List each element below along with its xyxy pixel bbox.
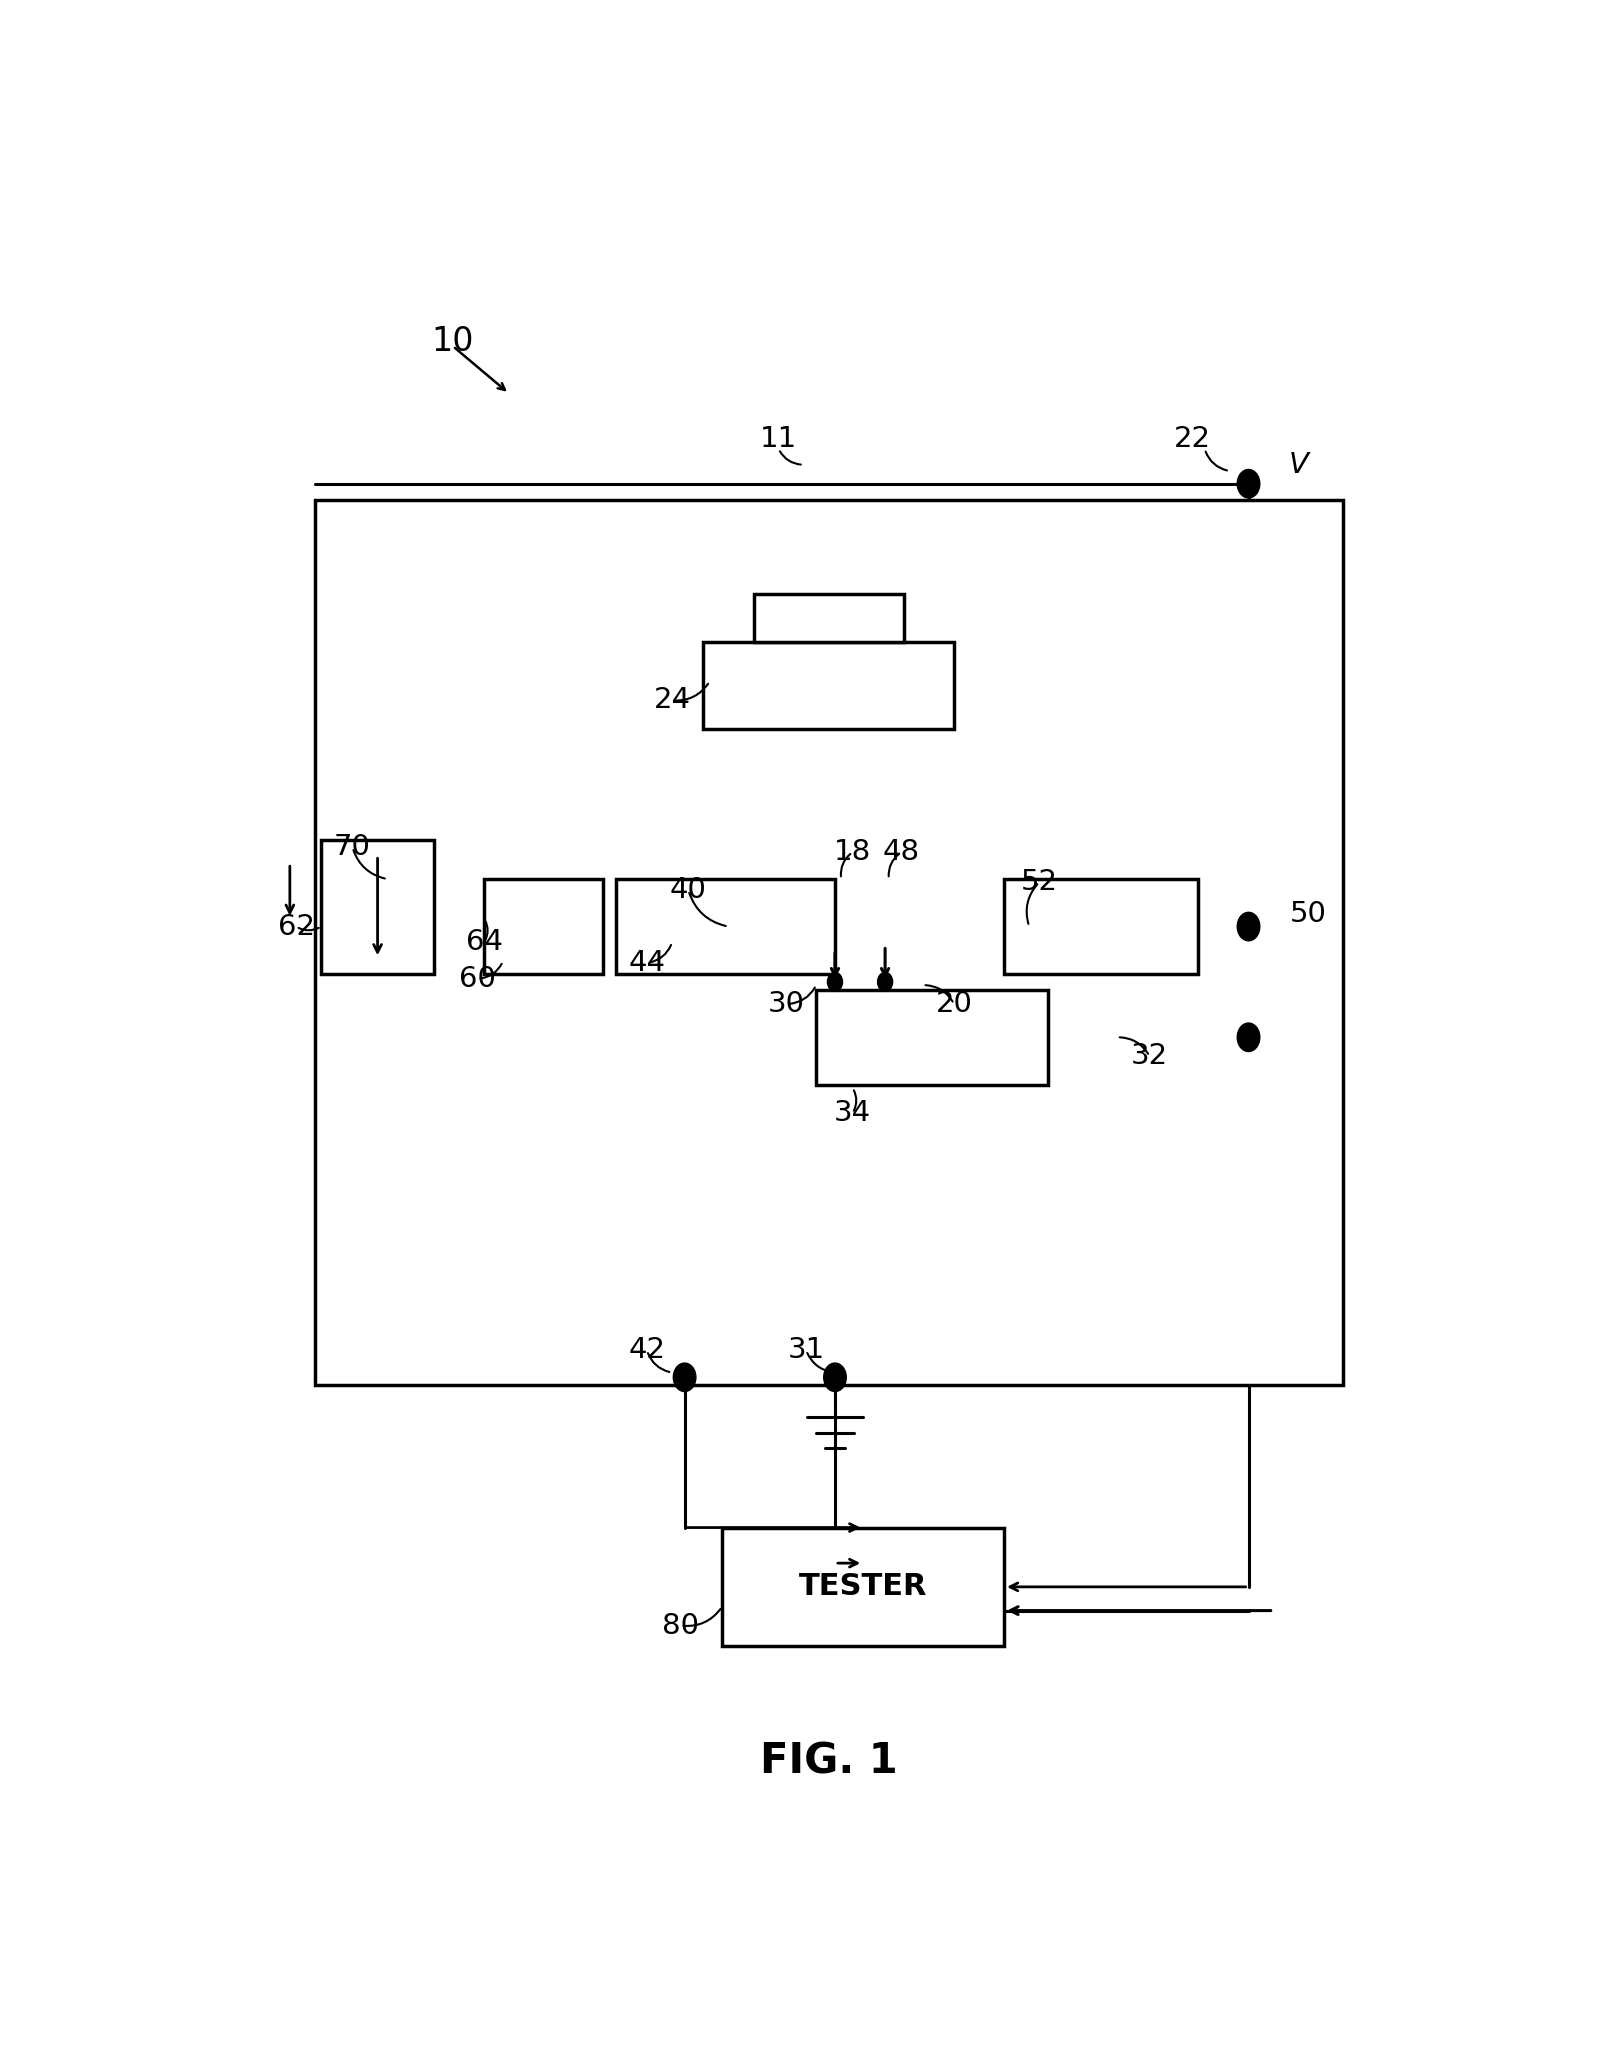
Text: 42: 42 xyxy=(629,1337,666,1364)
Text: 48: 48 xyxy=(883,838,920,867)
Circle shape xyxy=(828,972,842,992)
Text: 24: 24 xyxy=(653,686,690,715)
Text: 50: 50 xyxy=(1290,900,1328,928)
Text: 34: 34 xyxy=(834,1099,872,1128)
Bar xyxy=(754,594,904,641)
Text: 30: 30 xyxy=(768,990,805,1019)
Text: 20: 20 xyxy=(936,990,972,1019)
Text: 60: 60 xyxy=(459,965,496,992)
Text: 80: 80 xyxy=(663,1612,699,1639)
Circle shape xyxy=(878,972,893,992)
Text: 31: 31 xyxy=(787,1337,825,1364)
Text: 10: 10 xyxy=(432,325,474,357)
Text: V: V xyxy=(1289,450,1308,479)
Bar xyxy=(1004,879,1198,974)
Bar xyxy=(616,879,834,974)
Bar xyxy=(322,840,433,974)
Circle shape xyxy=(823,1364,846,1391)
Bar xyxy=(315,499,1342,1384)
Text: 40: 40 xyxy=(669,877,707,904)
Text: FIG. 1: FIG. 1 xyxy=(760,1740,897,1783)
Circle shape xyxy=(1237,470,1260,497)
Bar xyxy=(723,1528,1004,1645)
Bar xyxy=(817,990,1048,1085)
Text: 44: 44 xyxy=(629,949,666,978)
Bar xyxy=(703,641,954,729)
Bar xyxy=(483,879,603,974)
Text: 32: 32 xyxy=(1130,1041,1167,1070)
Text: 11: 11 xyxy=(760,425,797,454)
Text: 18: 18 xyxy=(834,838,872,867)
Text: 52: 52 xyxy=(1020,869,1058,896)
Text: 62: 62 xyxy=(278,912,315,941)
Text: 64: 64 xyxy=(466,928,503,957)
Circle shape xyxy=(1237,912,1260,941)
Text: TESTER: TESTER xyxy=(799,1573,928,1602)
Text: 70: 70 xyxy=(335,834,370,861)
Circle shape xyxy=(673,1364,695,1391)
Circle shape xyxy=(1237,1023,1260,1052)
Text: 22: 22 xyxy=(1174,425,1211,454)
